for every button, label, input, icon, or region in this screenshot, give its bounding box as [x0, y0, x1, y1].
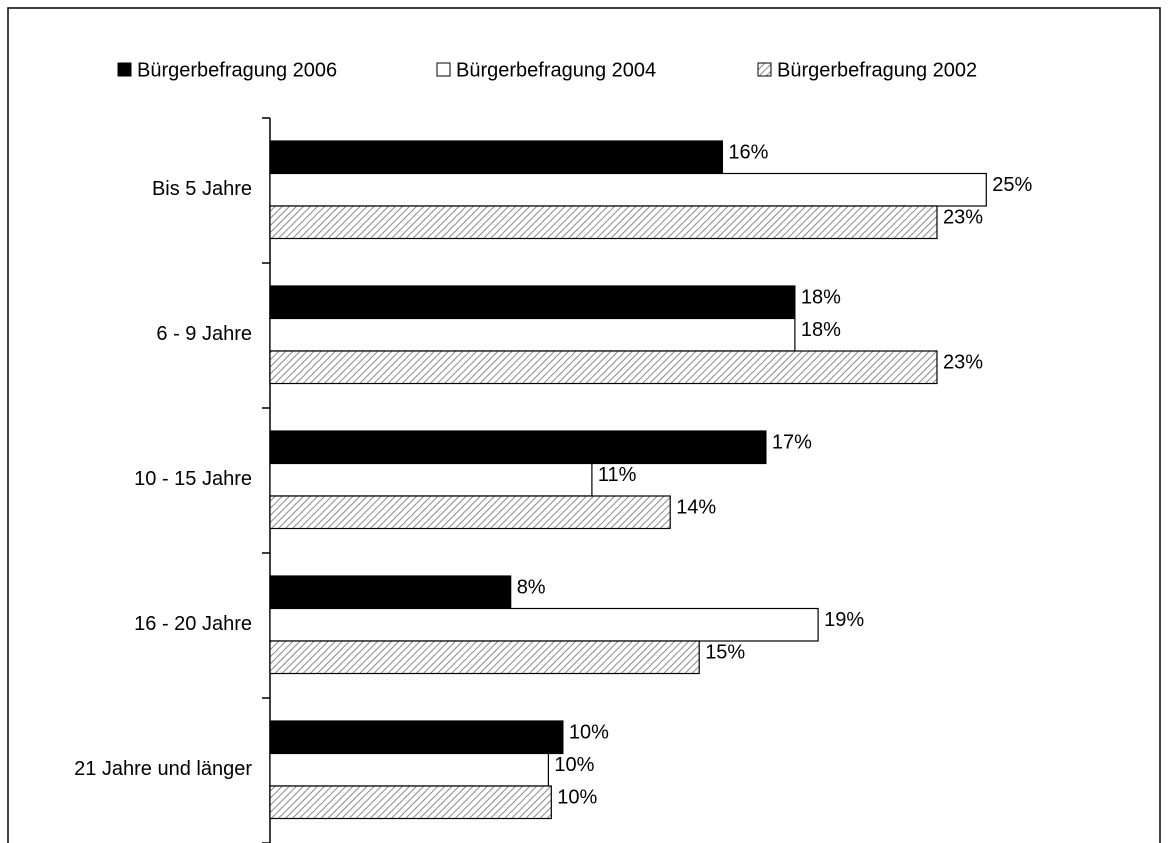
data-label: 14%	[676, 497, 716, 519]
data-label: 18%	[801, 287, 841, 309]
bar	[269, 495, 671, 530]
bar	[269, 285, 796, 320]
data-label: 16%	[728, 142, 768, 164]
data-label: 8%	[517, 577, 546, 599]
data-label: 10%	[554, 754, 594, 776]
data-label: 15%	[705, 642, 745, 664]
category-label: 6 - 9 Jahre	[156, 323, 252, 345]
frame	[7, 7, 1161, 843]
bar	[269, 140, 723, 175]
legend-label: Bürgerbefragung 2002	[777, 59, 977, 81]
data-label: 19%	[824, 609, 864, 631]
bar	[269, 462, 593, 497]
category-label: 10 - 15 Jahre	[134, 468, 252, 490]
legend-swatch	[117, 62, 132, 77]
data-label: 11%	[598, 464, 637, 486]
bar	[269, 607, 819, 642]
legend-swatch	[436, 62, 451, 77]
data-label: 10%	[569, 722, 609, 744]
bar	[269, 752, 549, 787]
bar	[269, 720, 564, 755]
data-label: 25%	[992, 174, 1032, 196]
legend-label: Bürgerbefragung 2004	[456, 59, 656, 81]
category-label: Bis 5 Jahre	[152, 178, 252, 200]
legend-swatch	[757, 62, 772, 77]
bar	[269, 172, 987, 207]
data-label: 10%	[557, 787, 597, 809]
legend-label: Bürgerbefragung 2006	[137, 59, 337, 81]
bar	[269, 205, 938, 240]
bar	[269, 430, 767, 465]
bar	[269, 350, 938, 385]
bar	[269, 317, 796, 352]
data-label: 23%	[943, 352, 983, 374]
data-label: 18%	[801, 319, 841, 341]
data-label: 17%	[772, 432, 812, 454]
bar	[269, 575, 512, 610]
bar	[269, 785, 552, 820]
category-label: 16 - 20 Jahre	[134, 613, 252, 635]
category-label: 21 Jahre und länger	[74, 758, 252, 780]
bar	[269, 640, 700, 675]
data-label: 23%	[943, 207, 983, 229]
